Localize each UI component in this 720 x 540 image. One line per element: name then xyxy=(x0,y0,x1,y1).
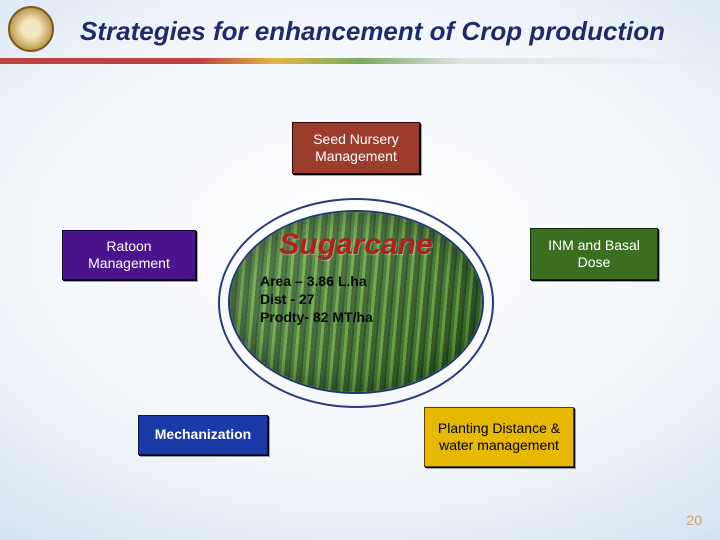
stat-prodty: Prodty- 82 MT/ha xyxy=(260,308,373,326)
title-underline xyxy=(0,58,720,64)
center-stats: Area – 3.86 L.ha Dist - 27 Prodty- 82 MT… xyxy=(260,272,373,327)
slide-title: Strategies for enhancement of Crop produ… xyxy=(80,16,665,47)
node-planting-water: Planting Distance & water management xyxy=(424,407,574,467)
node-inm-basal: INM and Basal Dose xyxy=(530,228,658,280)
page-number: 20 xyxy=(686,512,702,528)
stat-dist: Dist - 27 xyxy=(260,290,373,308)
slide-logo xyxy=(8,6,54,52)
node-mechanization: Mechanization xyxy=(138,415,268,455)
center-title: Sugarcane xyxy=(258,228,454,262)
node-ratoon-management: Ratoon Management xyxy=(62,230,196,280)
node-seed-nursery: Seed Nursery Management xyxy=(292,122,420,174)
stat-area: Area – 3.86 L.ha xyxy=(260,272,373,290)
